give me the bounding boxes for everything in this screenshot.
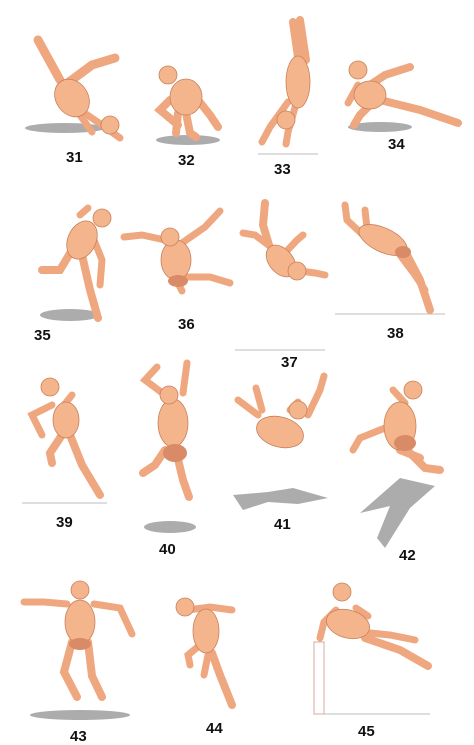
pose-45: 45 — [310, 580, 445, 740]
pose-42-figure — [349, 380, 444, 548]
pose-36: 36 — [120, 205, 235, 335]
pose-32-figure — [154, 65, 222, 145]
pose-39-figure — [22, 377, 107, 504]
pose-43-figure — [20, 580, 136, 720]
pose-37-figure — [235, 199, 329, 351]
ledge-post — [313, 641, 325, 715]
pose-36-label: 36 — [178, 316, 195, 333]
pose-45-figure — [313, 582, 432, 715]
pose-42-label: 42 — [399, 547, 416, 564]
pose-34-label: 34 — [388, 136, 405, 153]
pose-33: 33 — [248, 12, 328, 177]
pose-31-label: 31 — [66, 149, 83, 166]
pose-35-figure — [38, 204, 112, 322]
pose-34: 34 — [340, 55, 465, 155]
pose-33-label: 33 — [274, 161, 291, 178]
pose-43-label: 43 — [70, 728, 87, 745]
pose-40: 40 — [135, 355, 230, 560]
pose-31: 31 — [20, 30, 130, 165]
pose-40-label: 40 — [159, 541, 176, 558]
pose-36-figure — [120, 207, 234, 295]
pose-32-label: 32 — [178, 152, 195, 169]
pose-34-figure — [344, 60, 462, 132]
pose-40-figure — [139, 359, 196, 533]
pose-39: 39 — [22, 375, 112, 535]
pose-35: 35 — [30, 200, 120, 344]
pose-37: 37 — [235, 195, 330, 370]
pose-32: 32 — [148, 55, 228, 169]
pose-39-label: 39 — [56, 514, 73, 531]
pose-42: 42 — [345, 378, 450, 563]
pose-38-label: 38 — [387, 325, 404, 342]
pose-44-figure — [175, 597, 236, 709]
pose-41-figure — [233, 372, 328, 510]
pose-43: 43 — [20, 572, 140, 745]
pose-38-figure — [335, 201, 445, 315]
pose-37-label: 37 — [281, 354, 298, 371]
pose-45-label: 45 — [358, 723, 375, 740]
pose-44: 44 — [170, 595, 255, 740]
pose-35-label: 35 — [34, 327, 51, 344]
pose-44-label: 44 — [206, 720, 223, 737]
pose-41-label: 41 — [274, 516, 291, 533]
pose-31-figure — [25, 35, 124, 142]
pose-41: 41 — [228, 370, 338, 533]
pose-38: 38 — [335, 200, 450, 345]
pose-33-figure — [258, 16, 318, 155]
